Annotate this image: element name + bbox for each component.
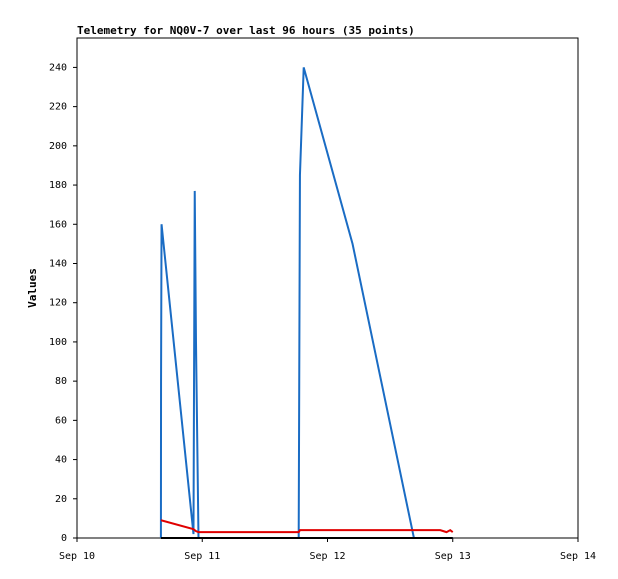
chart-title: Telemetry for NQ0V-7 over last 96 hours … bbox=[77, 24, 415, 37]
y-tick-label: 140 bbox=[49, 258, 67, 269]
y-tick-label: 100 bbox=[49, 337, 67, 348]
y-tick-label: 240 bbox=[49, 62, 67, 73]
y-tick-label: 220 bbox=[49, 102, 67, 113]
y-tick-label: 200 bbox=[49, 141, 67, 152]
y-tick-label: 0 bbox=[61, 533, 67, 544]
y-tick-label: 160 bbox=[49, 219, 67, 230]
y-tick-label: 40 bbox=[55, 455, 67, 466]
y-tick-label: 180 bbox=[49, 180, 67, 191]
x-tick-label: Sep 14 bbox=[560, 551, 596, 562]
y-tick-label: 120 bbox=[49, 298, 67, 309]
x-tick-label: Sep 13 bbox=[435, 551, 471, 562]
y-axis-label: Values bbox=[26, 268, 39, 308]
y-tick-label: 80 bbox=[55, 376, 67, 387]
x-tick-label: Sep 12 bbox=[309, 551, 345, 562]
y-tick-label: 60 bbox=[55, 415, 67, 426]
y-tick-label: 20 bbox=[55, 494, 67, 505]
data-line bbox=[160, 519, 454, 534]
x-tick-label: Sep 10 bbox=[59, 551, 95, 562]
x-tick-label: Sep 11 bbox=[184, 551, 220, 562]
